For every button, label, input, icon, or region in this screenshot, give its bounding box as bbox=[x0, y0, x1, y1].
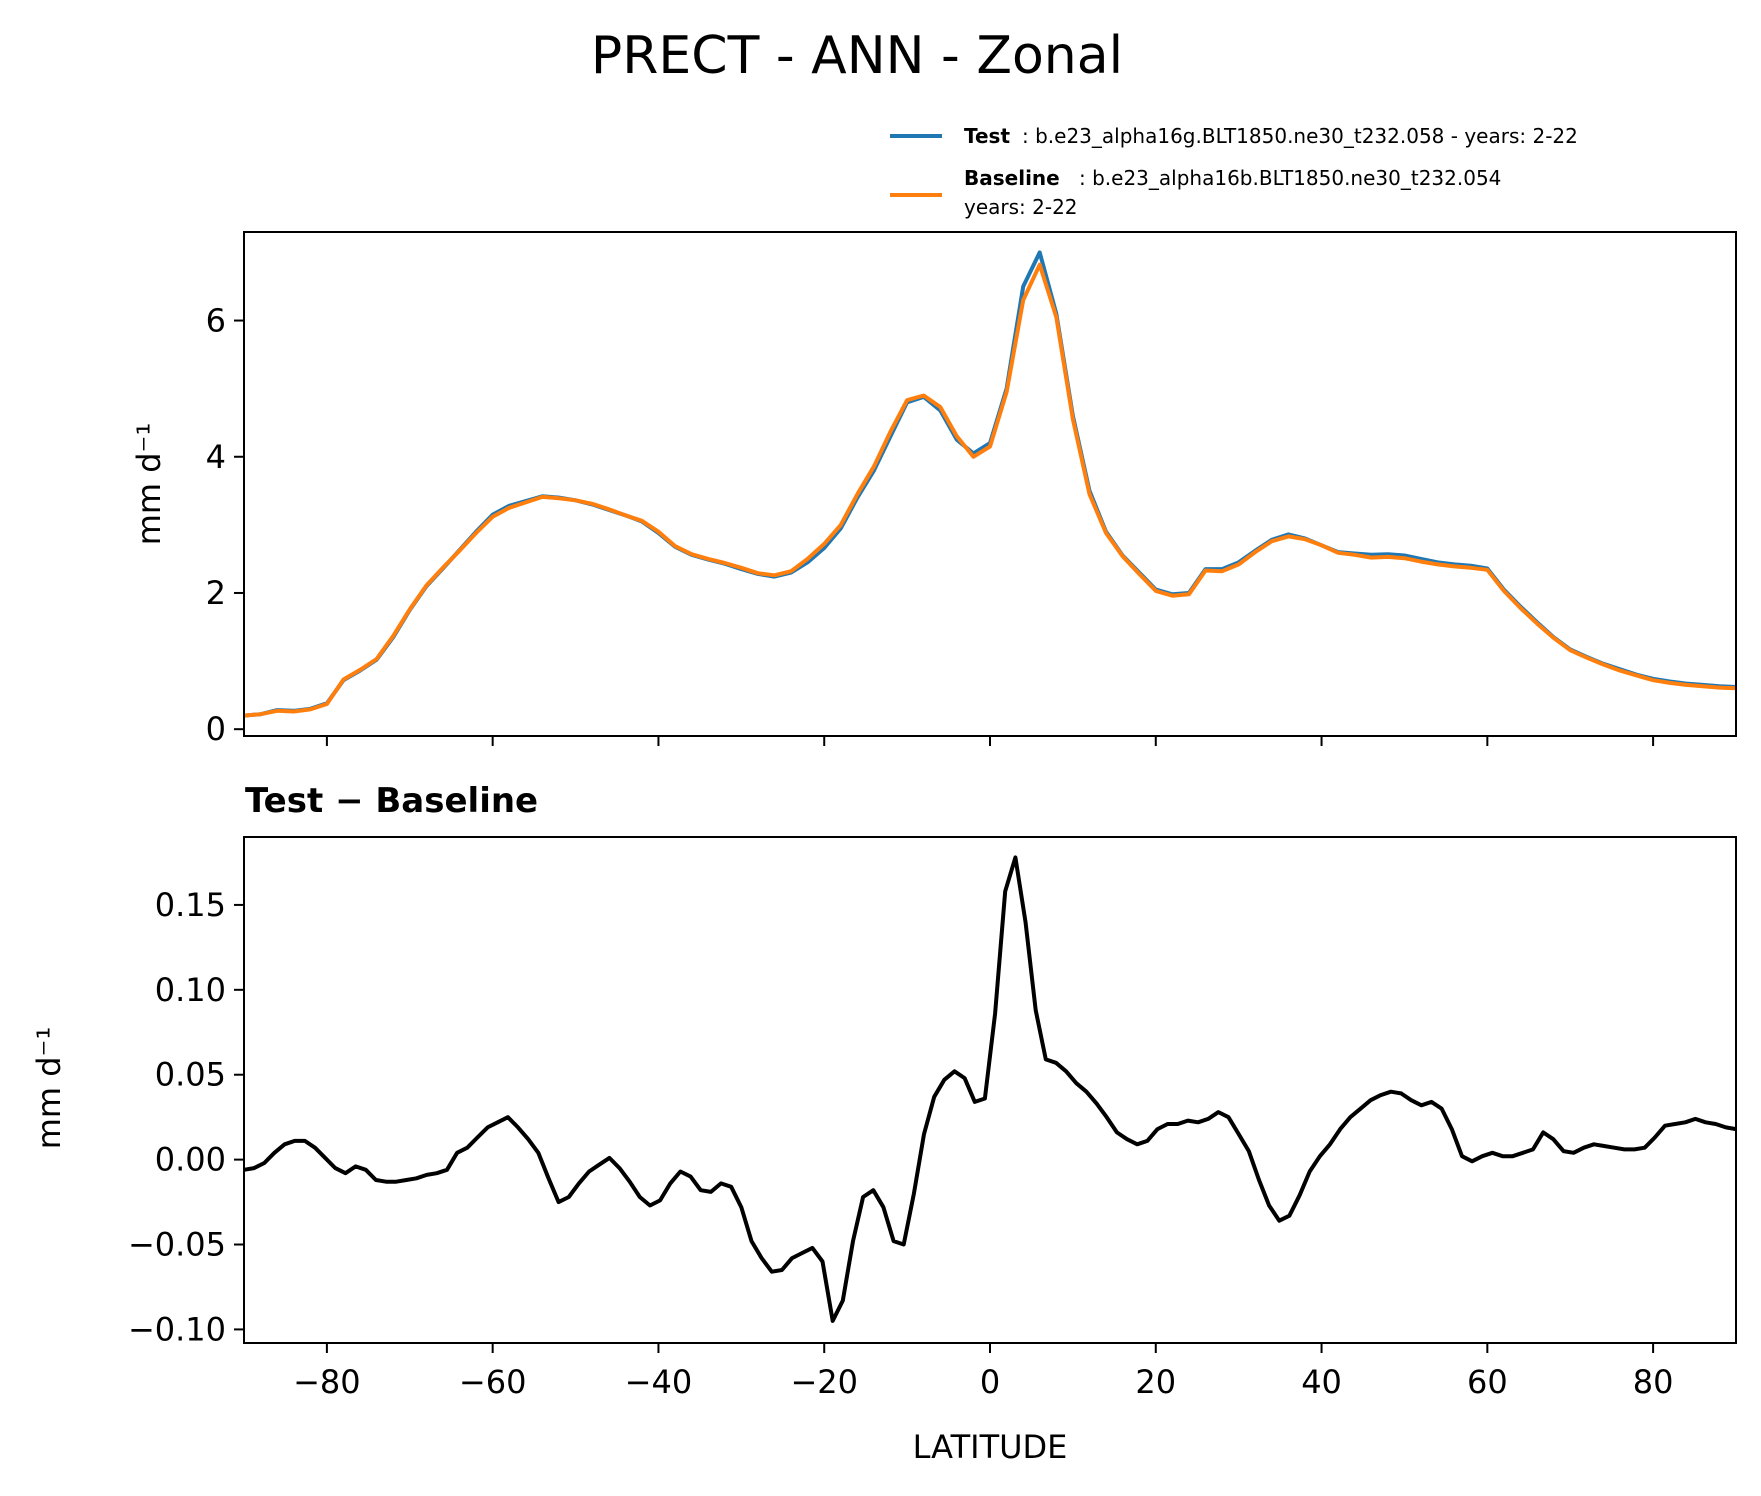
bottom-y-tick-label: 0.00 bbox=[155, 1141, 226, 1179]
bottom-y-ticks: −0.10 −0.05 0.00 0.05 0.10 0.15 bbox=[128, 886, 244, 1348]
bottom-x-tick-label: 20 bbox=[1135, 1363, 1176, 1401]
top-y-tick-label: 6 bbox=[206, 302, 226, 340]
bottom-x-tick-label: −60 bbox=[459, 1363, 527, 1401]
series-line-baseline bbox=[243, 262, 1737, 718]
bottom-y-axis-label: mm d⁻¹ bbox=[30, 1027, 68, 1150]
legend-test-label: Test bbox=[964, 124, 1010, 148]
bottom-axes: Test − Baseline −80 −60 −40 −20 0 20 40 60 80 −0… bbox=[30, 781, 1737, 1466]
bottom-x-tick-label: 80 bbox=[1633, 1363, 1674, 1401]
difference-line bbox=[243, 855, 1737, 1323]
bottom-x-tick-label: 60 bbox=[1467, 1363, 1508, 1401]
bottom-x-tick-label: −40 bbox=[625, 1363, 693, 1401]
top-y-ticks: 0 2 4 6 bbox=[206, 302, 244, 748]
top-axes: 0 2 4 6 mm d⁻¹ bbox=[130, 231, 1737, 748]
legend-baseline-detail-line2: years: 2-22 bbox=[964, 195, 1078, 219]
bottom-subplot-title: Test − Baseline bbox=[245, 781, 538, 821]
legend-baseline-label: Baseline bbox=[964, 166, 1060, 190]
top-y-axis-label: mm d⁻¹ bbox=[130, 423, 168, 546]
figure-title: PRECT - ANN - Zonal bbox=[591, 26, 1123, 86]
legend: Test : b.e23_alpha16g.BLT1850.ne30_t232.… bbox=[890, 124, 1578, 219]
top-y-tick-label: 2 bbox=[206, 574, 226, 612]
legend-test-detail: : b.e23_alpha16g.BLT1850.ne30_t232.058 -… bbox=[1022, 124, 1578, 148]
bottom-x-axis-label: LATITUDE bbox=[913, 1428, 1068, 1466]
top-y-tick-label: 4 bbox=[206, 438, 226, 476]
bottom-x-tick-label: −20 bbox=[790, 1363, 858, 1401]
bottom-x-tick-label: −80 bbox=[293, 1363, 361, 1401]
bottom-y-tick-label: 0.15 bbox=[155, 886, 226, 924]
legend-baseline-detail: : b.e23_alpha16b.BLT1850.ne30_t232.054 bbox=[1079, 166, 1501, 190]
bottom-y-tick-label: 0.05 bbox=[155, 1056, 226, 1094]
bottom-y-tick-label: −0.10 bbox=[128, 1310, 226, 1348]
top-plot-area bbox=[243, 250, 1737, 718]
bottom-y-tick-label: −0.05 bbox=[128, 1226, 226, 1264]
bottom-x-tick-label: 0 bbox=[980, 1363, 1000, 1401]
bottom-plot-area bbox=[243, 855, 1737, 1323]
top-y-tick-label: 0 bbox=[206, 710, 226, 748]
top-x-ticks bbox=[325, 736, 1655, 746]
bottom-y-tick-label: 0.10 bbox=[155, 971, 226, 1009]
bottom-x-tick-label: 40 bbox=[1301, 1363, 1342, 1401]
bottom-x-ticks: −80 −60 −40 −20 0 20 40 60 80 bbox=[293, 1343, 1673, 1401]
